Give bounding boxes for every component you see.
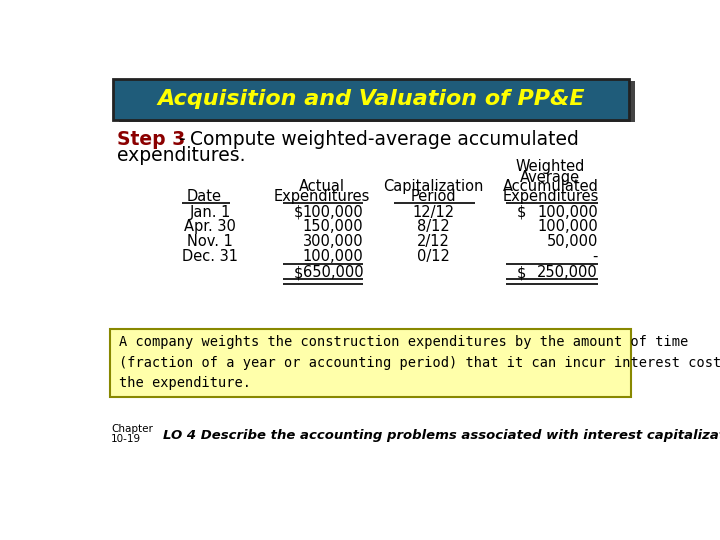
Bar	[119, 82, 634, 122]
Text: $: $	[517, 205, 526, 220]
Text: $: $	[294, 205, 303, 220]
Text: Expenditures: Expenditures	[502, 189, 598, 204]
Text: A company weights the construction expenditures by the amount of time
(fraction : A company weights the construction expen…	[119, 335, 720, 390]
Text: 8/12: 8/12	[417, 219, 449, 234]
Text: 100,000: 100,000	[302, 205, 364, 220]
Text: Date: Date	[187, 189, 222, 204]
Text: Acquisition and Valuation of PP&E: Acquisition and Valuation of PP&E	[158, 89, 585, 109]
Bar	[114, 79, 629, 120]
Text: expenditures.: expenditures.	[117, 146, 246, 165]
Text: LO 4 Describe the accounting problems associated with interest capitalization.: LO 4 Describe the accounting problems as…	[163, 429, 720, 442]
Text: Accumulated: Accumulated	[503, 179, 598, 194]
Text: Dec. 31: Dec. 31	[182, 248, 238, 264]
Text: $: $	[294, 265, 303, 280]
Text: 100,000: 100,000	[302, 248, 364, 264]
Text: -: -	[173, 130, 185, 149]
Text: 10-19: 10-19	[111, 434, 141, 444]
Text: Weighted: Weighted	[516, 159, 585, 174]
Text: Jan. 1: Jan. 1	[189, 205, 230, 220]
Text: Nov. 1: Nov. 1	[187, 234, 233, 249]
Text: 250,000: 250,000	[537, 265, 598, 280]
Text: Period: Period	[410, 189, 456, 204]
Text: -: -	[593, 248, 598, 264]
Text: Apr. 30: Apr. 30	[184, 219, 236, 234]
Text: Actual: Actual	[299, 179, 345, 194]
Text: 650,000: 650,000	[303, 265, 364, 280]
Text: 100,000: 100,000	[537, 219, 598, 234]
Text: Expenditures: Expenditures	[274, 189, 370, 204]
Text: 12/12: 12/12	[412, 205, 454, 220]
Text: 50,000: 50,000	[546, 234, 598, 249]
Bar	[109, 329, 631, 397]
Text: 300,000: 300,000	[303, 234, 364, 249]
Text: 2/12: 2/12	[417, 234, 449, 249]
Text: 0/12: 0/12	[417, 248, 449, 264]
Text: Compute weighted-average accumulated: Compute weighted-average accumulated	[184, 130, 579, 149]
Text: Chapter: Chapter	[111, 423, 153, 434]
Text: Capitalization: Capitalization	[383, 179, 483, 194]
Text: Average: Average	[521, 170, 580, 185]
Text: Step 3: Step 3	[117, 130, 185, 149]
Text: $: $	[517, 265, 526, 280]
Text: 150,000: 150,000	[303, 219, 364, 234]
Text: 100,000: 100,000	[537, 205, 598, 220]
